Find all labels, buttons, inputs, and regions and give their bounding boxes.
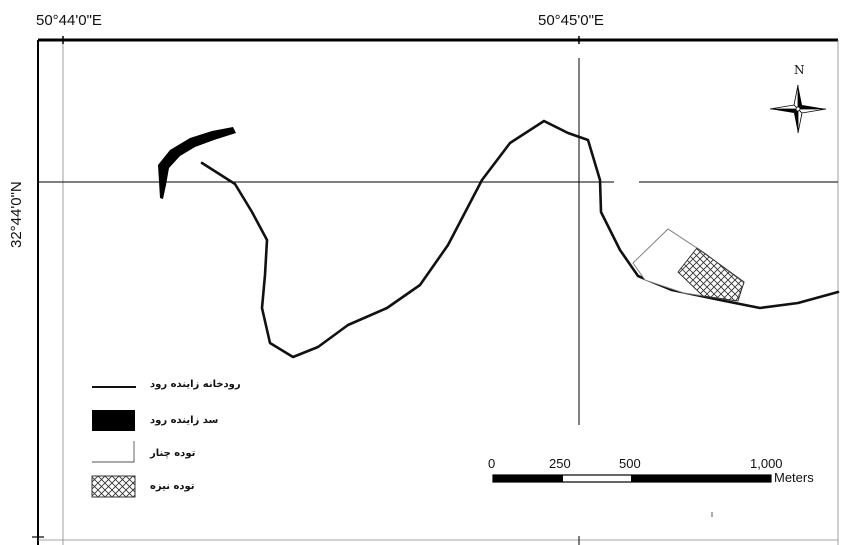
legend-dam-symbol bbox=[92, 410, 135, 431]
river-line bbox=[200, 119, 840, 359]
legend-label-river: رودخانه زاینده رود bbox=[150, 379, 241, 390]
legend-label-plane-tree: توده چنار bbox=[150, 448, 196, 459]
scale-tick-250: 250 bbox=[549, 456, 571, 471]
legend-plane-tree-symbol bbox=[92, 441, 135, 463]
scale-tick-0: 0 bbox=[488, 456, 496, 471]
graticule bbox=[38, 36, 838, 545]
scale-unit: Meters bbox=[774, 470, 814, 485]
dam-shape bbox=[158, 127, 236, 199]
scale-tick-1000: 1,000 bbox=[750, 456, 783, 471]
hatched-stand bbox=[677, 247, 745, 302]
scale-tick-500: 500 bbox=[619, 456, 641, 471]
latitude-label: 32°44'0"N bbox=[8, 181, 25, 248]
legend-symbols bbox=[91, 386, 136, 498]
legend-label-dam: سد زاینده رود bbox=[150, 415, 219, 426]
legend-hatched-symbol bbox=[91, 475, 136, 498]
scale-bar bbox=[492, 474, 772, 483]
legend-label-hatched: توده نیزه bbox=[150, 481, 195, 492]
longitude-label-east: 50°45'0"E bbox=[538, 12, 604, 29]
longitude-label-west: 50°44'0"E bbox=[36, 12, 102, 29]
north-arrow-icon bbox=[769, 84, 827, 134]
north-label: N bbox=[794, 63, 805, 77]
